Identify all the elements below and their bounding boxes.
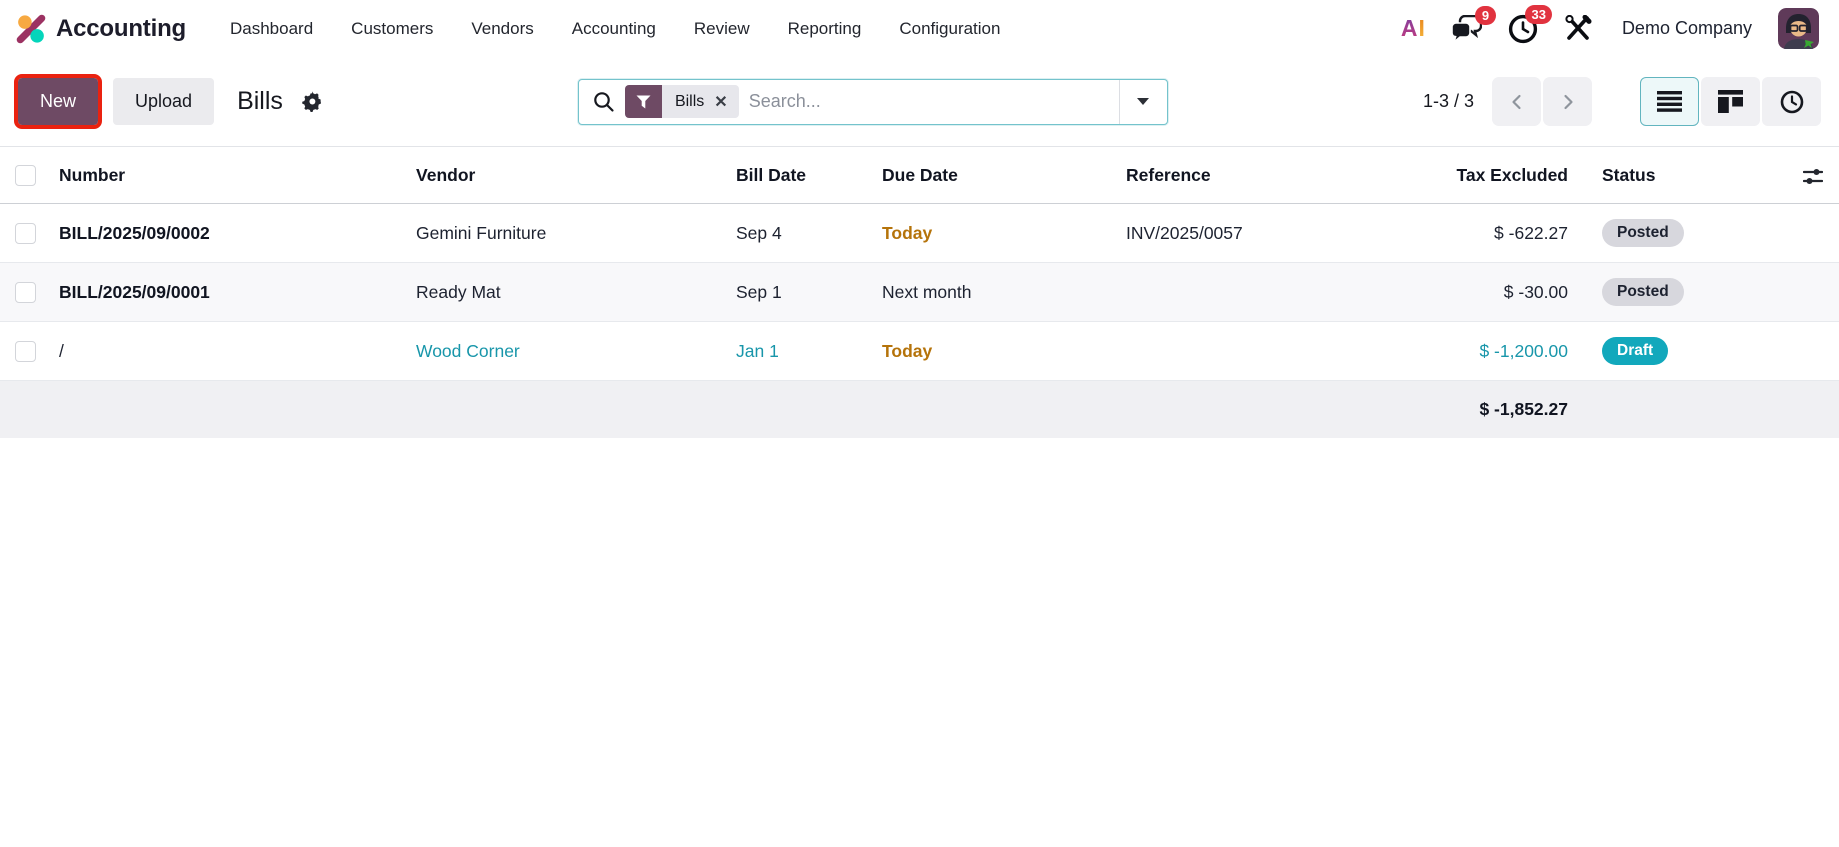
top-navbar: Accounting Dashboard Customers Vendors A… <box>0 0 1839 57</box>
nav-item-vendors[interactable]: Vendors <box>471 18 534 38</box>
column-header-tax-excluded[interactable]: Tax Excluded <box>1410 146 1582 204</box>
gear-icon[interactable] <box>302 91 323 112</box>
nav-item-dashboard[interactable]: Dashboard <box>230 18 314 38</box>
column-header-due-date[interactable]: Due Date <box>882 146 1126 204</box>
view-switcher <box>1640 77 1821 126</box>
list-view-icon <box>1657 91 1682 112</box>
bill-date[interactable]: Sep 1 <box>736 262 882 322</box>
chevron-right-icon <box>1563 94 1573 109</box>
chevron-down-icon <box>1137 98 1150 105</box>
column-header-reference[interactable]: Reference <box>1126 146 1410 204</box>
chevron-left-icon <box>1511 94 1521 109</box>
table-header-row: Number Vendor Bill Date Due Date Referen… <box>0 146 1839 204</box>
search-dropdown-toggle[interactable] <box>1118 79 1167 124</box>
nav-item-accounting[interactable]: Accounting <box>571 18 656 38</box>
column-header-status[interactable]: Status <box>1582 146 1756 204</box>
row-checkbox[interactable] <box>15 222 36 244</box>
nav-item-review[interactable]: Review <box>693 18 750 38</box>
navbar-systray: AI 9 33 Demo Company <box>1400 4 1819 49</box>
bill-vendor[interactable]: Ready Mat <box>416 262 736 322</box>
debug-tools-icon[interactable] <box>1564 14 1592 43</box>
search-bar[interactable]: Bills ✕ <box>577 78 1168 125</box>
column-header-vendor[interactable]: Vendor <box>416 146 736 204</box>
kanban-view-button[interactable] <box>1701 77 1760 126</box>
row-checkbox[interactable] <box>15 340 36 362</box>
bill-due-date[interactable]: Next month <box>882 262 1126 322</box>
bill-vendor[interactable]: Gemini Furniture <box>416 203 736 263</box>
table-footer-row: $ -1,852.27 <box>0 380 1839 438</box>
ai-assistant-icon[interactable]: AI <box>1400 15 1426 41</box>
activities-icon[interactable]: 33 <box>1508 4 1552 44</box>
bill-tax-excluded[interactable]: $ -1,200.00 <box>1410 321 1582 381</box>
nav-item-reporting[interactable]: Reporting <box>787 18 862 38</box>
avatar-image <box>1778 8 1819 49</box>
facet-label: Bills <box>674 92 705 110</box>
filter-facet-bills[interactable]: Bills ✕ <box>624 85 739 118</box>
column-header-bill-date[interactable]: Bill Date <box>736 146 882 204</box>
remove-filter-icon[interactable]: ✕ <box>714 93 728 111</box>
app-brand[interactable]: Accounting <box>16 14 186 44</box>
status-badge: Posted <box>1602 219 1684 247</box>
nav-item-configuration[interactable]: Configuration <box>899 18 1001 38</box>
bill-number[interactable]: / <box>46 321 416 381</box>
bill-due-date[interactable]: Today <box>882 203 1126 263</box>
select-all-checkbox[interactable] <box>15 164 36 186</box>
bill-tax-excluded[interactable]: $ -622.27 <box>1410 203 1582 263</box>
activities-count-badge: 33 <box>1525 4 1552 24</box>
upload-button[interactable]: Upload <box>113 78 215 125</box>
bill-number[interactable]: BILL/2025/09/0001 <box>46 262 416 322</box>
search-input[interactable] <box>738 91 1119 112</box>
bill-due-date[interactable]: Today <box>882 321 1126 381</box>
bill-reference[interactable] <box>1126 321 1410 381</box>
bill-number[interactable]: BILL/2025/09/0002 <box>46 203 416 263</box>
activity-view-icon <box>1780 90 1803 113</box>
bill-row-3[interactable]: / Wood Corner Jan 1 Today $ -1,200.00 Dr… <box>0 321 1839 381</box>
bill-reference[interactable]: INV/2025/0057 <box>1126 203 1410 263</box>
bill-row-1[interactable]: BILL/2025/09/0002 Gemini Furniture Sep 4… <box>0 203 1839 263</box>
column-header-number[interactable]: Number <box>46 146 416 204</box>
pager-next-button[interactable] <box>1543 77 1592 126</box>
status-badge: Draft <box>1602 337 1669 365</box>
messages-icon[interactable]: 9 <box>1451 5 1496 43</box>
page-title: Bills <box>237 87 283 115</box>
pager-counter: 1-3 / 3 <box>1422 91 1474 111</box>
new-button[interactable]: New <box>13 74 103 129</box>
app-title: Accounting <box>56 14 186 42</box>
status-badge: Posted <box>1602 278 1684 306</box>
tax-excluded-total: $ -1,852.27 <box>1410 380 1582 438</box>
row-checkbox[interactable] <box>15 281 36 303</box>
kanban-view-icon <box>1718 90 1743 113</box>
bill-tax-excluded[interactable]: $ -30.00 <box>1410 262 1582 322</box>
filter-funnel-icon <box>624 85 662 118</box>
bill-row-2[interactable]: BILL/2025/09/0001 Ready Mat Sep 1 Next m… <box>0 262 1839 322</box>
user-avatar[interactable] <box>1778 8 1819 49</box>
column-settings-icon[interactable] <box>1803 167 1839 186</box>
nav-item-customers[interactable]: Customers <box>351 18 434 38</box>
accounting-app-logo-icon <box>16 14 46 43</box>
bill-date[interactable]: Sep 4 <box>736 203 882 263</box>
control-panel: New Upload Bills Bills ✕ <box>0 57 1839 146</box>
bill-vendor[interactable]: Wood Corner <box>416 321 736 381</box>
pager-previous-button[interactable] <box>1492 77 1541 126</box>
list-view-button[interactable] <box>1640 77 1699 126</box>
company-name[interactable]: Demo Company <box>1621 18 1752 38</box>
clock-icon <box>1508 14 1538 43</box>
main-menu: Dashboard Customers Vendors Accounting R… <box>230 19 1000 39</box>
messages-count-badge: 9 <box>1474 5 1496 25</box>
bill-date[interactable]: Jan 1 <box>736 321 882 381</box>
crossed-tools-icon <box>1565 14 1592 40</box>
bills-list-table: Number Vendor Bill Date Due Date Referen… <box>0 146 1839 438</box>
bill-reference[interactable] <box>1126 262 1410 322</box>
activity-view-button[interactable] <box>1762 77 1821 126</box>
search-icon <box>593 91 615 113</box>
